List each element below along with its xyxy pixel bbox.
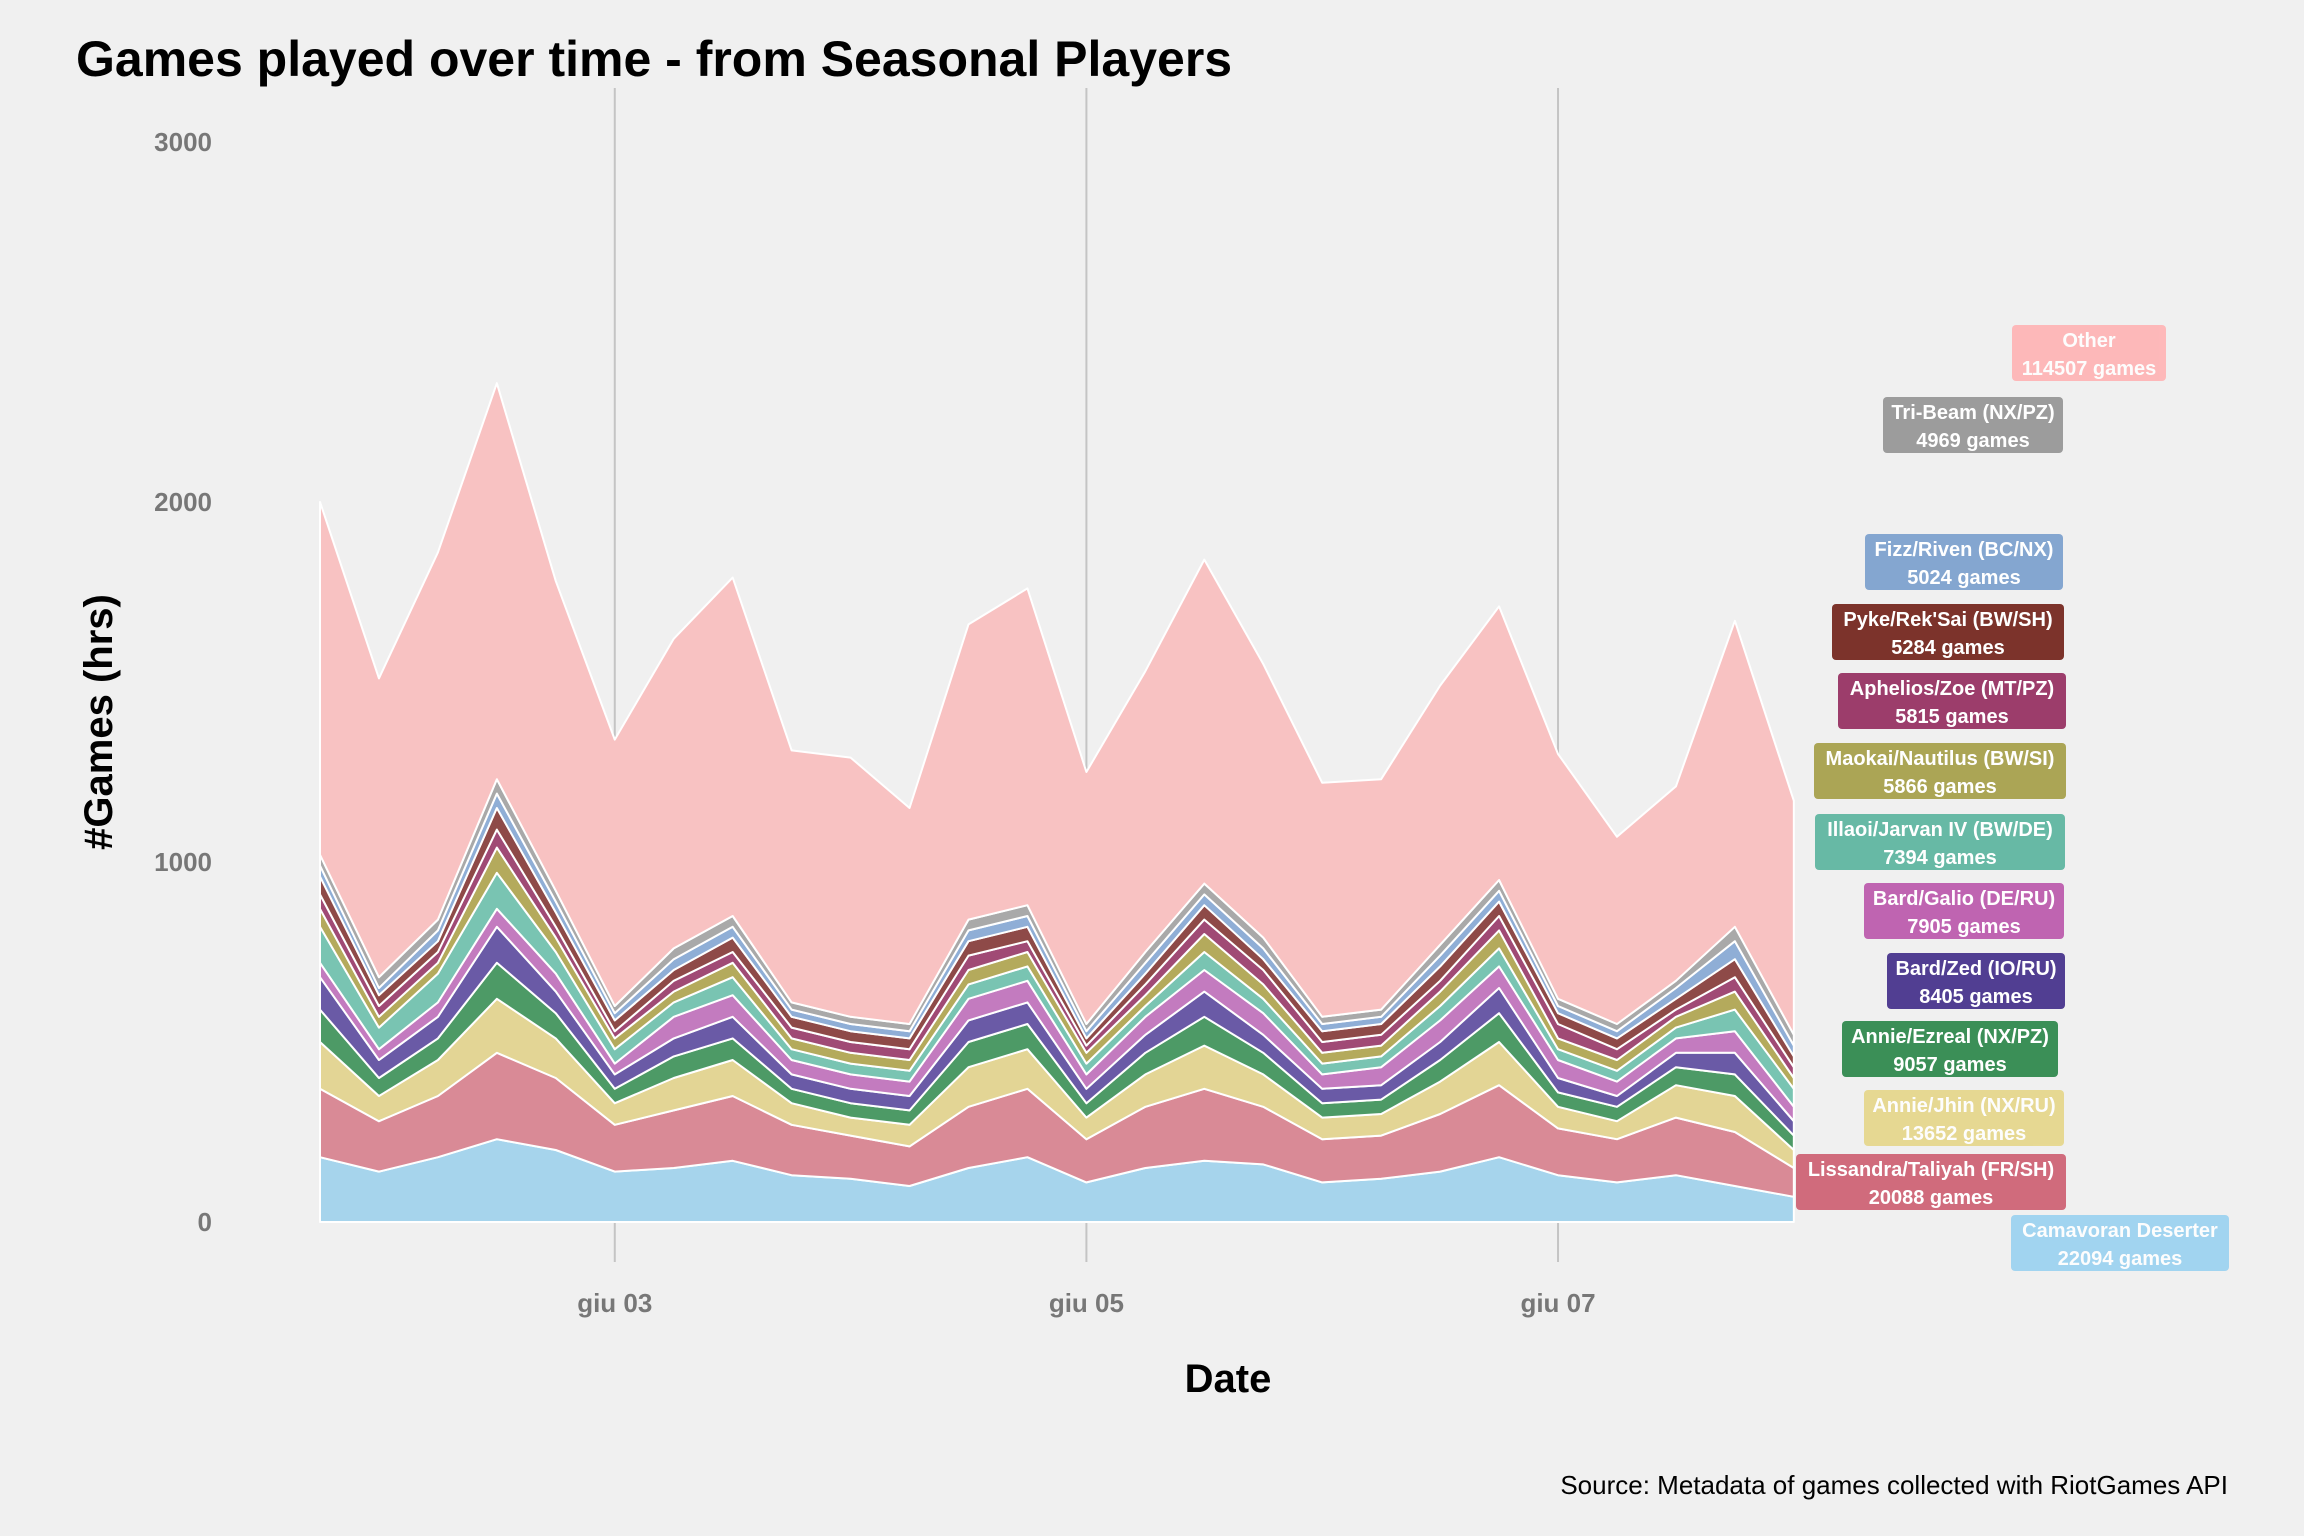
- series-label-name: Fizz/Riven (BC/NX): [1875, 539, 2054, 561]
- series-label-name: Lissandra/Taliyah (FR/SH): [1808, 1159, 2054, 1181]
- series-label-box: [1796, 1154, 2066, 1210]
- series-label-count: 20088 games: [1869, 1187, 1994, 1209]
- series-label-box: [1838, 673, 2066, 729]
- y-tick-label-1: 1000: [154, 847, 212, 877]
- series-label-name: Pyke/Rek'Sai (BW/SH): [1843, 609, 2052, 631]
- y-tick-label-0: 0: [198, 1207, 212, 1237]
- y-tick-label-2: 2000: [154, 487, 212, 517]
- series-label-box: [1883, 397, 2063, 453]
- series-label-4: Aphelios/Zoe (MT/PZ) 5815 games: [1838, 673, 2066, 729]
- series-label-count: 5815 games: [1895, 706, 2008, 728]
- y-axis-ticks: 0 1000 2000 3000: [154, 127, 212, 1237]
- series-label-9: Annie/Ezreal (NX/PZ) 9057 games: [1842, 1021, 2058, 1077]
- series-label-name: Maokai/Nautilus (BW/SI): [1826, 748, 2055, 770]
- series-label-name: Aphelios/Zoe (MT/PZ): [1850, 678, 2054, 700]
- stacked-areas: [319, 382, 1795, 1223]
- series-label-name: Annie/Ezreal (NX/PZ): [1851, 1026, 2049, 1048]
- chart-title: Games played over time - from Seasonal P…: [76, 31, 1233, 87]
- series-label-name: Camavoran Deserter: [2022, 1220, 2218, 1242]
- series-label-name: Bard/Galio (DE/RU): [1873, 888, 2055, 910]
- series-label-box: [1842, 1021, 2058, 1077]
- series-label-3: Pyke/Rek'Sai (BW/SH) 5284 games: [1832, 604, 2064, 660]
- series-label-2: Fizz/Riven (BC/NX) 5024 games: [1865, 534, 2063, 590]
- series-label-count: 7905 games: [1907, 916, 2020, 938]
- series-label-name: Tri-Beam (NX/PZ): [1891, 402, 2054, 424]
- series-label-count: 5284 games: [1891, 637, 2004, 659]
- series-area-12: [319, 382, 1795, 1036]
- series-label-box: [1865, 534, 2063, 590]
- series-label-box: [1864, 883, 2064, 939]
- series-label-box: [1864, 1090, 2064, 1146]
- x-tick-label-2: giu 07: [1520, 1288, 1595, 1318]
- series-label-1: Tri-Beam (NX/PZ) 4969 games: [1883, 397, 2063, 453]
- series-label-count: 4969 games: [1916, 430, 2029, 452]
- series-label-box: [1815, 814, 2065, 870]
- series-label-count: 5024 games: [1907, 567, 2020, 589]
- y-tick-label-3: 3000: [154, 127, 212, 157]
- series-label-name: Bard/Zed (IO/RU): [1895, 958, 2056, 980]
- series-label-11: Lissandra/Taliyah (FR/SH) 20088 games: [1796, 1154, 2066, 1210]
- series-label-name: Annie/Jhin (NX/RU): [1872, 1095, 2055, 1117]
- series-label-count: 22094 games: [2058, 1248, 2183, 1270]
- series-label-count: 5866 games: [1883, 776, 1996, 798]
- series-label-box: [2012, 325, 2166, 381]
- chart-caption: Source: Metadata of games collected with…: [1560, 1470, 2228, 1500]
- series-label-count: 13652 games: [1902, 1123, 2027, 1145]
- x-axis-ticks: giu 03 giu 05 giu 07: [577, 1288, 1595, 1318]
- series-label-12: Camavoran Deserter 22094 games: [2011, 1215, 2229, 1271]
- x-tick-label-0: giu 03: [577, 1288, 652, 1318]
- series-label-box: [1814, 743, 2066, 799]
- series-label-8: Bard/Zed (IO/RU) 8405 games: [1887, 953, 2065, 1009]
- y-axis-title: #Games (hrs): [77, 594, 121, 850]
- series-label-count: 7394 games: [1883, 847, 1996, 869]
- series-labels: Other 114507 games Tri-Beam (NX/PZ) 4969 ga…: [1796, 325, 2229, 1271]
- series-label-0: Other 114507 games: [2012, 325, 2166, 381]
- x-tick-label-1: giu 05: [1049, 1288, 1124, 1318]
- series-label-name: Illaoi/Jarvan IV (BW/DE): [1827, 819, 2053, 841]
- series-label-6: Illaoi/Jarvan IV (BW/DE) 7394 games: [1815, 814, 2065, 870]
- series-label-count: 8405 games: [1919, 986, 2032, 1008]
- series-label-box: [2011, 1215, 2229, 1271]
- series-label-10: Annie/Jhin (NX/RU) 13652 games: [1864, 1090, 2064, 1146]
- series-label-name: Other: [2062, 330, 2116, 352]
- series-label-box: [1887, 953, 2065, 1009]
- series-label-count: 9057 games: [1893, 1054, 2006, 1076]
- series-label-5: Maokai/Nautilus (BW/SI) 5866 games: [1814, 743, 2066, 799]
- series-label-7: Bard/Galio (DE/RU) 7905 games: [1864, 883, 2064, 939]
- x-axis-title: Date: [1185, 1357, 1272, 1401]
- series-label-count: 114507 games: [2022, 358, 2157, 380]
- series-label-box: [1832, 604, 2064, 660]
